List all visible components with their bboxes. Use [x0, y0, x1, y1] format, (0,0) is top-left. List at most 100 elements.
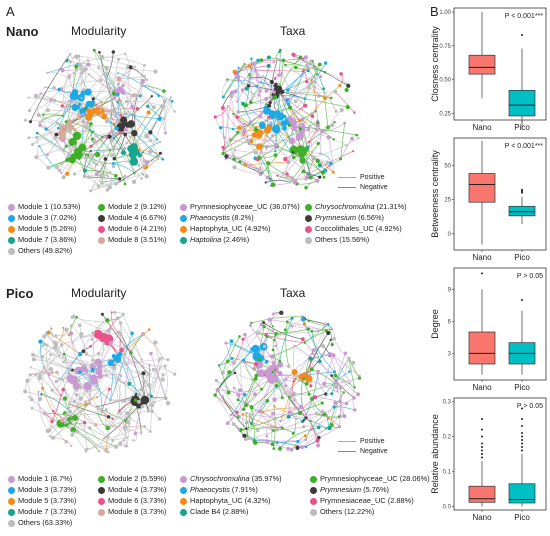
network-node [131, 179, 137, 184]
legend-label: Phaeocystis (7.91%) [190, 485, 258, 494]
network-node [351, 360, 356, 365]
network-node [313, 76, 316, 79]
legend-color-dot [8, 475, 15, 483]
network-edge [295, 79, 312, 102]
legend-label: Coccolithales_UC (4.92%) [315, 224, 402, 233]
network-node [253, 351, 259, 357]
network-node [272, 61, 275, 64]
network-node [329, 422, 334, 427]
network-edge [39, 344, 63, 379]
network-edge [217, 372, 236, 391]
network-node [235, 115, 239, 119]
network-node [272, 125, 281, 134]
network-node [261, 75, 265, 79]
network-node [330, 392, 334, 396]
network-node [81, 349, 86, 353]
network-edge [60, 353, 81, 380]
network-node [247, 436, 252, 440]
network-edge [272, 330, 281, 362]
network-node [332, 138, 335, 141]
network-node [268, 101, 272, 105]
network-edge [124, 354, 145, 382]
network-node [76, 154, 82, 160]
network-node [153, 69, 158, 74]
network-node [286, 102, 291, 106]
network-node [60, 87, 63, 90]
x-category-label: Pico [514, 383, 530, 392]
network-node [230, 356, 234, 360]
network-edge [324, 71, 348, 85]
network-node [331, 170, 335, 174]
network-edge [246, 407, 253, 436]
network-edge [105, 409, 109, 437]
network-node [333, 370, 336, 374]
network-node [265, 398, 270, 403]
network-node [60, 418, 65, 423]
network-node [289, 324, 294, 328]
network-node [101, 333, 110, 342]
network-node [316, 121, 320, 125]
network-node [293, 398, 297, 402]
network-node [114, 182, 118, 186]
network-node [78, 370, 82, 375]
network-edge [322, 323, 329, 347]
network-node [345, 105, 350, 110]
network-node [320, 401, 324, 405]
nano-edge-legend: Positive Negative [338, 174, 388, 191]
network-edge [265, 334, 305, 344]
box [468, 173, 496, 203]
legend-label: Module 4 (3.73%) [108, 485, 167, 494]
network-node [71, 89, 79, 96]
network-node [278, 446, 283, 451]
network-node [64, 144, 68, 148]
network-node [275, 441, 279, 445]
taxon-legend-item: Prymnesiaceae_UC (2.88%) [310, 496, 414, 507]
network-node [282, 114, 287, 119]
network-node [110, 311, 113, 314]
network-node [312, 85, 317, 89]
network-edge [272, 181, 296, 186]
network-node [49, 353, 52, 356]
network-edge [303, 397, 355, 421]
network-node [259, 81, 262, 84]
legend-label: Module 7 (3.73%) [18, 507, 77, 516]
y-axis-label: Degree [430, 309, 440, 339]
network-node [116, 77, 121, 82]
network-edge [294, 393, 347, 404]
nano-modularity-network [23, 48, 176, 193]
network-node [55, 370, 59, 375]
network-node [288, 391, 291, 394]
network-node [339, 107, 344, 113]
network-node [321, 344, 326, 348]
network-node [82, 168, 87, 173]
network-node [68, 367, 72, 371]
network-node [264, 145, 269, 149]
network-edge [327, 109, 342, 128]
network-node [237, 428, 241, 431]
legend-label: Module 2 (5.59%) [108, 474, 167, 483]
network-edge [218, 365, 229, 393]
network-node [109, 171, 112, 174]
legend-color-dot [8, 214, 15, 222]
network-node [319, 152, 322, 155]
network-node [67, 406, 70, 410]
network-node [67, 128, 72, 133]
network-node [82, 150, 86, 155]
legend-label: Module 4 (6.67%) [108, 213, 167, 222]
network-node [105, 426, 110, 431]
network-node [357, 137, 360, 140]
network-edge [281, 70, 309, 93]
network-node [130, 331, 134, 336]
outlier-point [481, 272, 483, 275]
network-node [353, 111, 356, 114]
network-node [127, 144, 135, 153]
network-node [72, 56, 75, 59]
network-node [125, 436, 129, 439]
network-edge [70, 422, 117, 448]
network-node [45, 428, 50, 434]
network-node [269, 121, 273, 125]
network-node [147, 328, 151, 331]
network-node [295, 445, 300, 450]
network-node [245, 421, 249, 425]
legend-color-dot [180, 475, 187, 483]
